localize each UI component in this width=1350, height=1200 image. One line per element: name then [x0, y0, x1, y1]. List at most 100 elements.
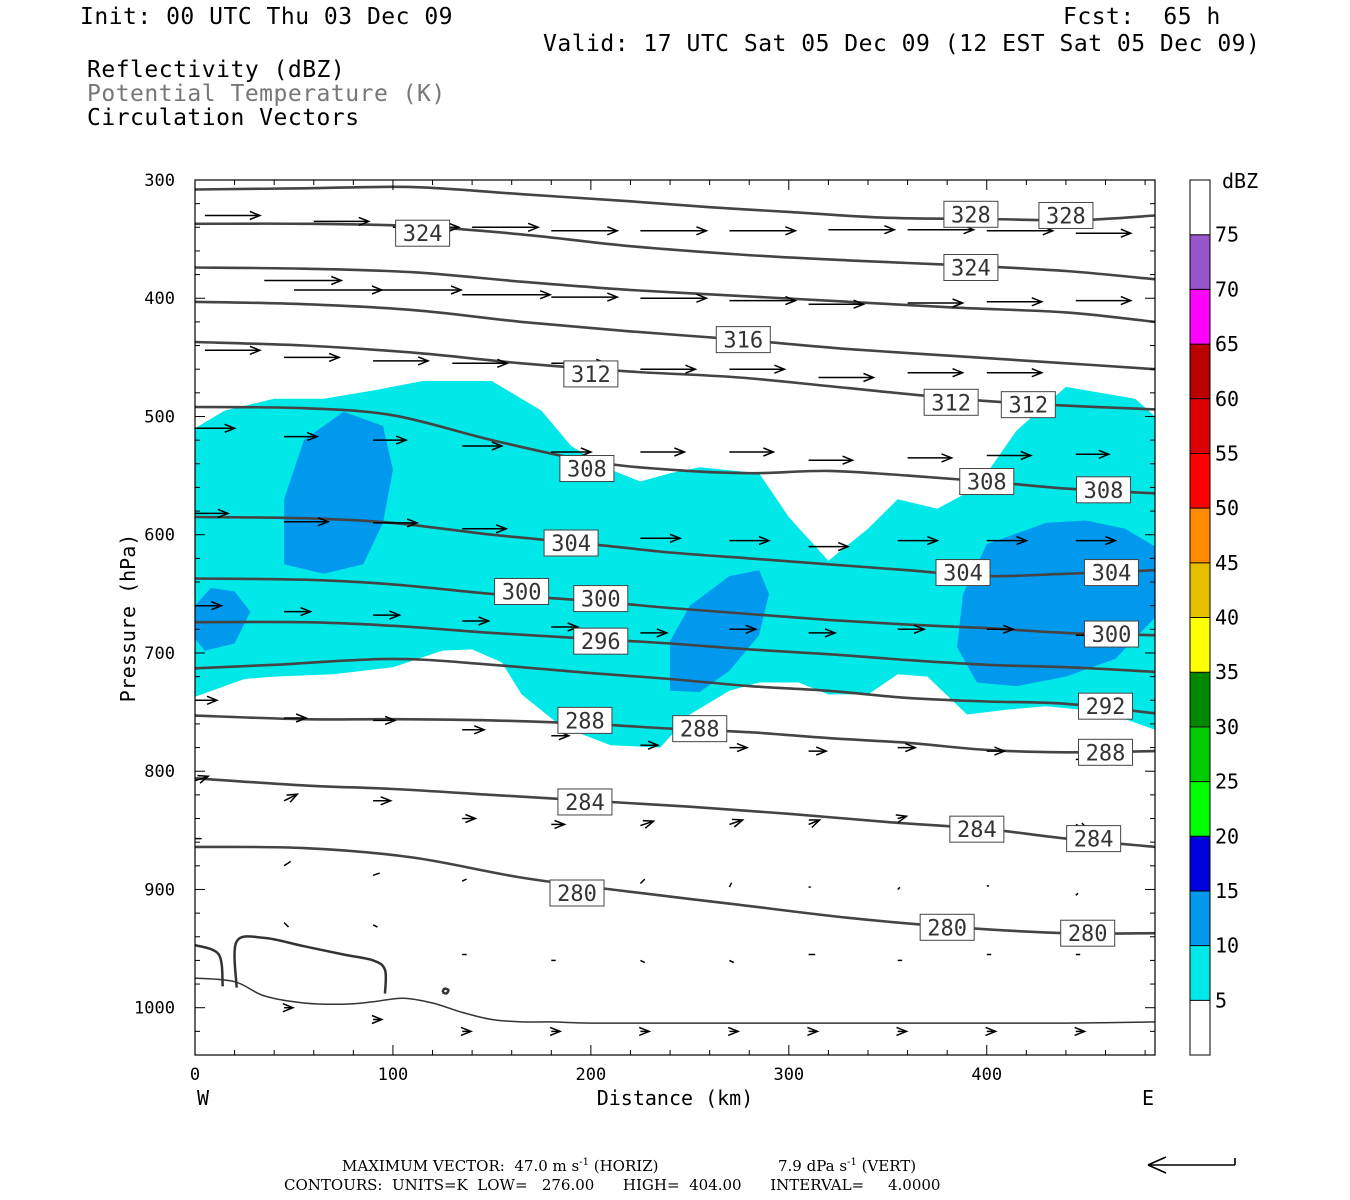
circulation-vector	[729, 624, 758, 634]
circulation-vector	[460, 1026, 474, 1037]
theta-contour-304	[195, 515, 1155, 578]
circulation-vector	[462, 524, 509, 534]
circulation-vector	[907, 298, 965, 308]
circulation-vector	[640, 628, 669, 638]
circulation-vector	[729, 535, 772, 546]
circulation-vector	[808, 541, 851, 552]
circulation-vector	[640, 740, 661, 750]
y-tick-label: 300	[144, 171, 175, 191]
svg-text:284: 284	[957, 818, 997, 843]
contour-label: 328	[1038, 201, 1094, 229]
circulation-vector	[640, 226, 709, 236]
contour-label: 288	[672, 715, 728, 743]
svg-text:292: 292	[1086, 695, 1126, 720]
theta-contour-292	[195, 657, 1155, 715]
svg-text:312: 312	[571, 363, 611, 388]
contour-label: 280	[919, 913, 975, 941]
circulation-vector	[897, 535, 940, 546]
contour-label: 280	[549, 879, 605, 907]
max-vector-horiz-label: (HORIZ)	[588, 1157, 659, 1175]
max-vector-horiz-value: MAXIMUM VECTOR: 47.0 m s	[342, 1157, 580, 1175]
colorbar-label: 55	[1215, 441, 1239, 465]
svg-text:284: 284	[565, 791, 605, 816]
svg-text:288: 288	[1086, 741, 1126, 766]
circulation-vector	[373, 518, 420, 528]
circulation-vector	[808, 455, 855, 465]
circulation-vector	[1075, 449, 1111, 459]
theta-contour-284	[195, 777, 1155, 849]
circulation-vector	[897, 742, 918, 753]
colorbar-label: 40	[1215, 606, 1239, 630]
theta-contour-312	[195, 340, 1155, 411]
circulation-vector	[727, 1026, 741, 1037]
circulation-vector	[729, 818, 745, 828]
svg-text:312: 312	[931, 391, 971, 416]
y-tick-label: 600	[144, 526, 175, 546]
circulation-vector	[283, 860, 292, 867]
circulation-vector	[640, 959, 646, 964]
y-tick-label: 900	[144, 880, 175, 900]
y-tick-label: 700	[144, 644, 175, 664]
colorbar-swatch-5	[1190, 945, 1210, 1001]
contour-label: 312	[1000, 391, 1056, 419]
svg-text:308: 308	[1084, 479, 1124, 504]
colorbar-label: 15	[1215, 879, 1239, 903]
circulation-vector	[264, 275, 344, 286]
svg-text:328: 328	[1046, 204, 1086, 229]
contour-label: 308	[559, 455, 615, 483]
colorbar-swatch-25	[1190, 726, 1210, 782]
circulation-vector	[195, 423, 237, 433]
circulation-vector	[907, 368, 965, 378]
circulation-vector	[729, 742, 750, 753]
colorbar-label: 35	[1215, 660, 1239, 684]
colorbar-label: 30	[1215, 715, 1239, 739]
theta-contour-300	[195, 577, 1155, 637]
circulation-vector	[808, 746, 829, 756]
contour-label: 316	[715, 326, 771, 354]
y-axis-label: Pressure (hPa)	[116, 534, 140, 703]
circulation-vector	[284, 431, 320, 442]
valid-time: Valid: 17 UTC Sat 05 Dec 09 (12 EST Sat …	[543, 31, 1261, 57]
circulation-vector	[640, 819, 656, 829]
circulation-vector	[986, 297, 1044, 307]
max-vector-note: MAXIMUM VECTOR: 47.0 m s-1 (HORIZ)	[342, 1157, 658, 1175]
circulation-vector	[808, 819, 822, 829]
contour-info: CONTOURS: UNITS=K LOW= 276.00 HIGH= 404.…	[284, 1176, 941, 1194]
terrain-contour	[441, 987, 450, 995]
circulation-vector	[551, 819, 567, 830]
contour-label: 312	[563, 360, 619, 388]
svg-text:304: 304	[1092, 562, 1132, 587]
circulation-vector	[1074, 1026, 1087, 1037]
y-tick-label: 800	[144, 762, 175, 782]
circulation-vector	[818, 372, 876, 383]
colorbar-swatch-10	[1190, 890, 1210, 946]
field-reflectivity: Reflectivity (dBZ)	[87, 57, 346, 83]
contour-label: 300	[1083, 620, 1139, 648]
contour-label: 304	[543, 529, 599, 557]
circulation-vector	[808, 628, 838, 638]
contour-label: 280	[1060, 919, 1116, 947]
circulation-vector	[462, 813, 478, 824]
circulation-vector	[729, 447, 776, 457]
contour-label: 308	[1076, 476, 1132, 504]
contour-label: 328	[943, 200, 999, 228]
circulation-vector	[373, 356, 431, 366]
colorbar-swatch-35	[1190, 617, 1210, 673]
circulation-vector	[729, 959, 735, 964]
terrain-contour	[233, 935, 388, 994]
circulation-vector	[828, 225, 897, 235]
svg-text:316: 316	[723, 329, 763, 354]
max-vector-vert-value: 7.9 dPa s	[778, 1157, 848, 1175]
colorbar-swatch-55	[1190, 398, 1210, 454]
colorbar-swatch-15	[1190, 836, 1210, 891]
x-tick-label: 0	[190, 1065, 200, 1085]
circulation-vector	[373, 285, 464, 295]
svg-text:324: 324	[403, 222, 443, 247]
y-tick-label: 500	[144, 407, 175, 427]
x-tick-label: 100	[378, 1065, 409, 1085]
circulation-vector	[195, 774, 211, 784]
colorbar-swatch-30	[1190, 672, 1210, 727]
colorbar-swatch-65	[1190, 289, 1210, 345]
circulation-vector	[195, 508, 231, 519]
